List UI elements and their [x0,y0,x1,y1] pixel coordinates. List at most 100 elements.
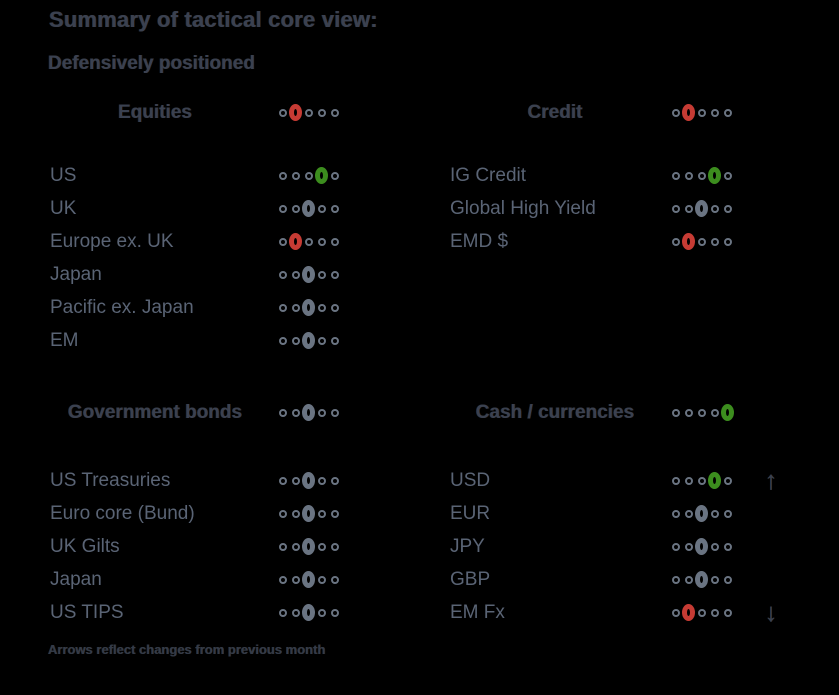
view-row: EUR [450,497,800,530]
rating-slot [276,324,289,357]
down-arrow-icon: ↓ [764,597,778,627]
rating-slot [669,225,682,258]
row-label: US TIPS [50,601,124,623]
view-row: Japan [50,563,400,596]
rating-slot [669,159,682,192]
rating-slot [302,225,315,258]
view-row: Euro core (Bund) [50,497,400,530]
rating-dot-selected [302,505,315,522]
rating-slot [721,530,734,563]
rating-slot [669,563,682,596]
rating-slot [289,396,302,429]
rating-slot [315,159,328,192]
rating-slot [315,497,328,530]
rating-slot [276,192,289,225]
rating-dot [710,108,719,117]
rating-dots [276,291,341,324]
rating-slot [328,396,341,429]
rating-dot [710,608,719,617]
rating-slot [669,464,682,497]
section-header-label: Equities [118,101,192,123]
view-row: Global High Yield [450,192,800,225]
rating-dot [671,408,680,417]
rating-dot [317,608,326,617]
rating-slot [682,192,695,225]
view-row: US [50,159,400,192]
rating-dot [723,108,732,117]
rating-slot [669,497,682,530]
rating-slot [695,192,708,225]
rating-dots [669,497,734,530]
rating-dot [291,542,300,551]
rating-dot-selected [695,571,708,588]
rating-dot [671,108,680,117]
rating-slot [315,96,328,129]
rating-dot [317,476,326,485]
page-title: Summary of tactical core view: [49,7,378,32]
view-row: USD ↑ [450,464,800,497]
rating-slot [276,563,289,596]
rating-slot [721,159,734,192]
rating-slot [328,225,341,258]
rating-dot [278,476,287,485]
rating-slot [289,258,302,291]
rating-slot [302,96,315,129]
rating-slot [708,96,721,129]
rating-dot-selected [721,404,734,421]
rating-slot [721,464,734,497]
rating-slot [328,192,341,225]
rating-slot [721,396,734,429]
rating-dot [723,608,732,617]
rating-dots [669,225,734,258]
rating-dots [276,497,341,530]
rating-dot [330,108,339,117]
rating-dot [291,336,300,345]
rating-dot [710,204,719,213]
rating-dot [317,303,326,312]
rating-slot [695,563,708,596]
rating-slot [315,225,328,258]
rating-dot [317,108,326,117]
section-spacer [50,429,400,464]
rating-dot [671,476,680,485]
rating-slot [289,464,302,497]
rating-slot [682,497,695,530]
row-label: US [50,164,77,186]
rating-slot [276,596,289,629]
rating-slot [289,530,302,563]
rating-slot [721,225,734,258]
rating-slot [315,324,328,357]
rating-slot [708,464,721,497]
view-row: US Treasuries [50,464,400,497]
page-subtitle: Defensively positioned [48,53,255,74]
rating-dot [304,171,313,180]
rating-dots [276,324,341,357]
row-label: JPY [450,535,485,557]
rating-slot [695,530,708,563]
rating-slot [708,192,721,225]
rating-slot [302,596,315,629]
section-header-row: Equities [50,96,400,129]
view-row: UK Gilts [50,530,400,563]
rating-dot-selected [302,332,315,349]
rating-dot [304,108,313,117]
rating-slot [695,464,708,497]
rating-slot [721,596,734,629]
rating-slot [669,530,682,563]
row-label: UK Gilts [50,535,120,557]
rating-dot [278,608,287,617]
rating-dot [723,542,732,551]
rating-slot [695,396,708,429]
rating-dot-selected [302,266,315,283]
up-arrow-icon: ↑ [764,465,778,495]
rating-slot [315,464,328,497]
rating-dot [697,476,706,485]
rating-slot [328,291,341,324]
rating-dot [291,575,300,584]
rating-dot [317,542,326,551]
rating-dot [723,509,732,518]
rating-slot [669,596,682,629]
row-label: Euro core (Bund) [50,502,195,524]
section-header-label: Government bonds [67,401,243,423]
rating-slot [328,258,341,291]
